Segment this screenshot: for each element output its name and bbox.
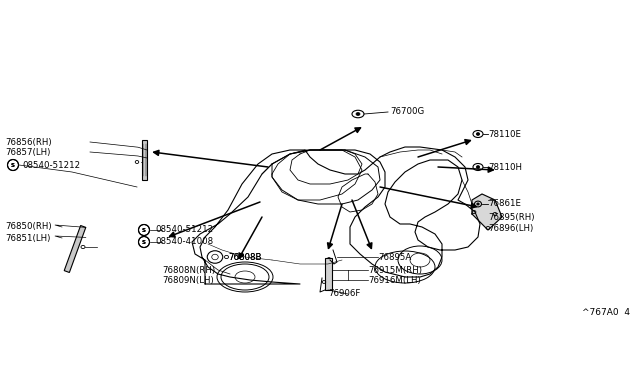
Text: 78110E: 78110E bbox=[488, 129, 521, 138]
Text: 76808N(RH): 76808N(RH) bbox=[162, 266, 215, 275]
Ellipse shape bbox=[356, 112, 360, 115]
Text: 76856(RH): 76856(RH) bbox=[5, 138, 52, 147]
Polygon shape bbox=[64, 225, 86, 273]
Text: ^767A0  4: ^767A0 4 bbox=[582, 308, 630, 317]
Text: 76895(RH): 76895(RH) bbox=[488, 212, 534, 221]
Ellipse shape bbox=[477, 203, 479, 205]
Text: 76851(LH): 76851(LH) bbox=[5, 234, 51, 243]
Text: 76809N(LH): 76809N(LH) bbox=[162, 276, 214, 285]
Text: 76861E: 76861E bbox=[488, 199, 521, 208]
Text: 76808B: 76808B bbox=[228, 253, 262, 262]
Text: 08540-41008: 08540-41008 bbox=[155, 237, 213, 247]
Bar bbox=[325, 258, 332, 290]
Text: 76895A: 76895A bbox=[378, 253, 412, 262]
Text: 76808B: 76808B bbox=[228, 253, 262, 262]
Text: 08540-51212: 08540-51212 bbox=[155, 225, 213, 234]
Text: 76850(RH): 76850(RH) bbox=[5, 222, 52, 231]
Text: S: S bbox=[142, 240, 146, 244]
Text: 76916M(LH): 76916M(LH) bbox=[368, 276, 420, 285]
Ellipse shape bbox=[476, 166, 480, 169]
Polygon shape bbox=[472, 194, 502, 230]
Text: S: S bbox=[11, 163, 15, 167]
Text: 78110H: 78110H bbox=[488, 163, 522, 171]
Text: 08540-51212: 08540-51212 bbox=[22, 160, 80, 170]
Text: 76700G: 76700G bbox=[390, 108, 424, 116]
Ellipse shape bbox=[476, 132, 480, 135]
Text: S: S bbox=[142, 228, 146, 232]
Text: 76915M(RH): 76915M(RH) bbox=[368, 266, 422, 275]
Text: 76906F: 76906F bbox=[328, 289, 360, 298]
Text: 76857(LH): 76857(LH) bbox=[5, 148, 51, 157]
Text: S: S bbox=[11, 163, 15, 167]
Text: 76896(LH): 76896(LH) bbox=[488, 224, 533, 232]
Text: S: S bbox=[142, 228, 146, 232]
Text: S: S bbox=[142, 240, 146, 244]
Bar bbox=[142, 140, 147, 180]
